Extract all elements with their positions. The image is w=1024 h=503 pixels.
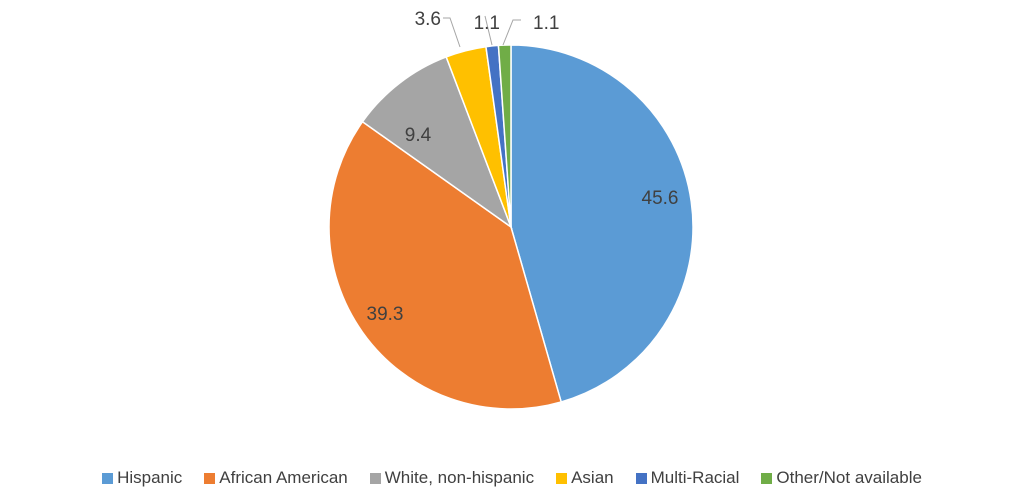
leader-line	[443, 17, 461, 48]
leader-lines	[443, 15, 521, 48]
data-label-asian: 3.6	[415, 9, 441, 30]
chart-legend: Hispanic African American White, non-hispa…	[0, 468, 1024, 488]
data-label-multi-racial: 1.1	[474, 13, 500, 34]
legend-label: Asian	[571, 468, 614, 487]
leader-line	[484, 15, 493, 46]
legend-swatch	[204, 472, 216, 484]
legend-label: Other/Not available	[776, 468, 922, 487]
data-labels: 45.6 39.3 9.4 3.6 1.1 1.1	[367, 9, 679, 325]
legend-item: Asian	[556, 468, 614, 488]
legend-label: African American	[219, 468, 348, 487]
legend-swatch	[635, 472, 647, 484]
legend-label: Hispanic	[117, 468, 183, 487]
legend-item: Other/Not available	[761, 468, 922, 488]
legend-item: Hispanic	[102, 468, 182, 488]
legend-item: Multi-Racial	[635, 468, 740, 488]
pie-slice-other-not-available	[497, 44, 512, 228]
legend-swatch	[556, 472, 568, 484]
leader-line	[502, 19, 521, 46]
pie-chart: 45.6 39.3 9.4 3.6 1.1 1.1	[328, 9, 694, 410]
legend-item: White, non-hispanic	[369, 468, 535, 488]
legend-label: Multi-Racial	[650, 468, 740, 487]
legend-swatch	[369, 472, 381, 484]
legend-swatch	[761, 472, 773, 484]
pie-slice-white-non-hispanic	[361, 55, 513, 230]
data-label-african-american: 39.3	[367, 304, 404, 325]
legend-swatch	[102, 472, 114, 484]
data-label-hispanic: 45.6	[642, 188, 679, 209]
legend-item: African American	[204, 468, 348, 488]
pie-slice-hispanic	[510, 44, 694, 403]
legend-label: White, non-hispanic	[384, 468, 535, 487]
data-label-other-not-available: 1.1	[533, 13, 559, 34]
pie-slices	[328, 44, 694, 410]
data-label-white-non-hispanic: 9.4	[405, 125, 432, 146]
pie-slice-african-american	[328, 120, 563, 410]
